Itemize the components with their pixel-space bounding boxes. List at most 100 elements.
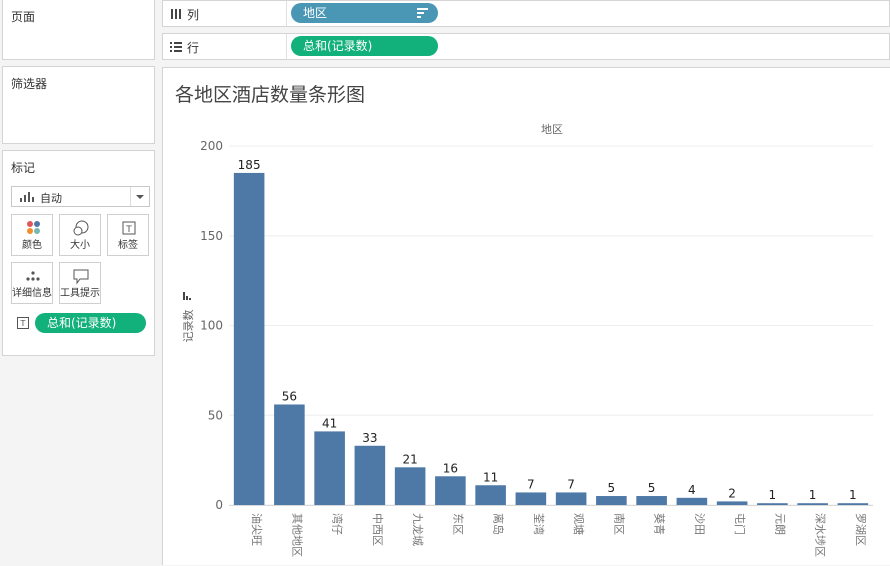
data-label: 1 [809, 488, 817, 502]
pages-card: 页面 [2, 0, 155, 60]
category-label: 葵青 [653, 513, 666, 535]
y-tick-label: 200 [200, 139, 223, 153]
category-label: 深水埗区 [814, 513, 828, 557]
bar [314, 431, 345, 505]
marks-title: 标记 [11, 161, 36, 175]
y-sort-icon [183, 292, 185, 300]
color-icon [27, 221, 40, 234]
color-button-label: 颜色 [22, 240, 42, 251]
pages-title: 页面 [11, 10, 36, 24]
label-button[interactable]: T 标签 [107, 214, 149, 256]
data-label: 7 [567, 477, 575, 491]
data-label: 1 [769, 488, 777, 502]
rows-label: 行 [187, 41, 200, 55]
bar [676, 497, 708, 505]
svg-text:T: T [125, 225, 132, 235]
bar [555, 492, 587, 505]
chevron-down-icon[interactable] [130, 187, 149, 206]
detail-button[interactable]: 详细信息 [11, 262, 53, 304]
category-label: 离岛 [492, 513, 506, 535]
category-label: 南区 [612, 513, 625, 535]
bar [757, 503, 788, 505]
size-button[interactable]: 大小 [59, 214, 101, 256]
svg-text:T: T [20, 319, 26, 328]
bar [837, 503, 869, 505]
columns-shelf: 列 地区 [162, 0, 890, 27]
category-label: 荃湾 [532, 513, 546, 535]
data-label: 185 [238, 158, 261, 172]
detail-icon [26, 271, 40, 281]
detail-button-label: 详细信息 [12, 288, 52, 299]
data-label: 1 [849, 488, 857, 502]
columns-pill[interactable]: 地区 [291, 3, 438, 23]
data-label: 41 [322, 416, 337, 430]
rows-icon [170, 42, 182, 52]
bar [435, 476, 466, 505]
y-tick-label: 0 [215, 498, 223, 512]
bar [233, 172, 265, 506]
data-label: 5 [648, 481, 656, 495]
sort-descending-icon[interactable] [417, 8, 428, 18]
category-label: 沙田 [693, 513, 706, 535]
bar [515, 492, 547, 505]
bar [636, 496, 667, 505]
marks-label-pill[interactable]: 总和(记录数) [35, 313, 146, 333]
category-label: 九龙城 [411, 513, 424, 546]
size-icon [73, 220, 89, 236]
category-label: 东区 [451, 513, 464, 535]
bar [394, 467, 426, 505]
data-label: 11 [483, 470, 498, 484]
bar [797, 503, 828, 505]
category-label: 观塘 [572, 513, 586, 535]
data-label: 4 [688, 483, 696, 497]
category-label: 其他地区 [290, 513, 303, 557]
chart-view: 各地区酒店数量条形图 0 50 100 150 200 地区记录数 185 油尖旺 56 其他地区… [162, 67, 890, 565]
columns-icon [171, 9, 181, 19]
columns-pill-label: 地区 [303, 6, 328, 20]
bar [475, 485, 506, 505]
y-axis-title: 记录数 [182, 310, 195, 343]
category-label: 油尖旺 [250, 513, 264, 546]
bar-chart: 050100150200地区记录数185油尖旺56其他地区41湾仔33中西区21… [182, 123, 873, 557]
bar [354, 445, 386, 505]
chart-title: 各地区酒店数量条形图 [175, 84, 366, 106]
tooltip-button[interactable]: 工具提示 [59, 262, 101, 304]
data-label: 21 [402, 452, 417, 466]
bar-chart-icon [20, 192, 34, 202]
label-button-label: 标签 [118, 240, 138, 251]
text-label-icon: T [17, 317, 29, 329]
tooltip-button-label: 工具提示 [60, 288, 100, 299]
size-button-label: 大小 [70, 240, 90, 251]
y-tick-label: 50 [208, 408, 223, 422]
bar [596, 496, 627, 505]
x-axis-title: 地区 [541, 123, 563, 136]
bar [274, 404, 305, 505]
tooltip-icon [73, 269, 89, 285]
category-label: 罗湖区 [854, 513, 867, 546]
data-label: 2 [728, 486, 736, 500]
mark-type-dropdown[interactable]: 自动 [11, 186, 150, 207]
marks-card: 标记 自动 颜色 大小 T 标签 [2, 150, 155, 356]
data-label: 33 [362, 431, 377, 445]
y-sort-icon [186, 296, 188, 300]
data-label: 7 [527, 477, 535, 491]
filters-card[interactable]: 筛选器 [2, 66, 155, 144]
mark-type-label: 自动 [40, 192, 62, 205]
data-label: 16 [443, 461, 458, 475]
filters-title: 筛选器 [11, 77, 48, 91]
category-label: 中西区 [371, 513, 384, 546]
data-label: 5 [608, 481, 616, 495]
category-label: 湾仔 [331, 513, 345, 535]
y-tick-label: 150 [200, 229, 223, 243]
text-label-icon: T [122, 221, 136, 235]
columns-label: 列 [187, 8, 200, 22]
data-label: 56 [282, 389, 297, 403]
category-label: 元朗 [773, 513, 786, 535]
y-tick-label: 100 [200, 319, 223, 333]
y-sort-icon [189, 298, 191, 300]
rows-shelf: 行 总和(记录数) [162, 33, 890, 60]
category-label: 屯门 [733, 513, 747, 535]
rows-pill[interactable]: 总和(记录数) [291, 36, 438, 56]
color-button[interactable]: 颜色 [11, 214, 53, 256]
bar [716, 501, 748, 505]
